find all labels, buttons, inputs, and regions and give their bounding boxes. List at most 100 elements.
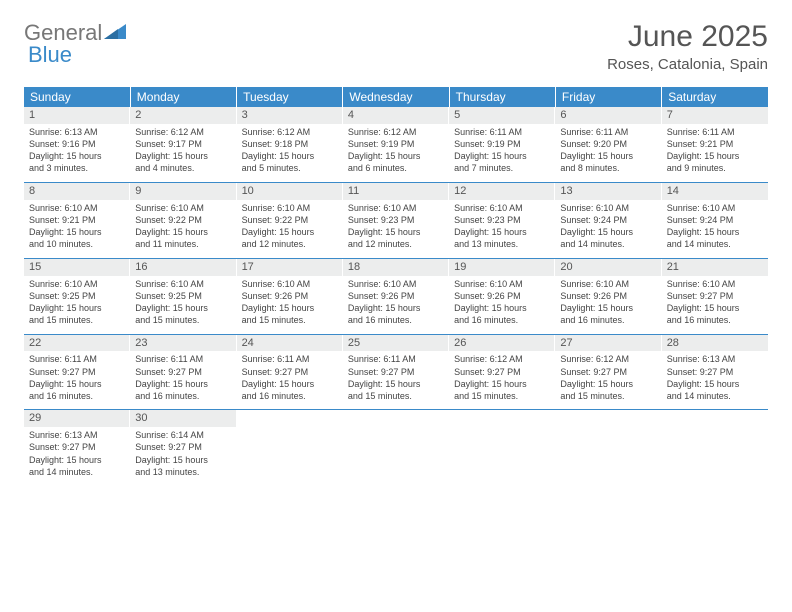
calendar-day-cell: 6Sunrise: 6:11 AMSunset: 9:20 PMDaylight…	[555, 107, 661, 182]
daylight-text: Daylight: 15 hours	[29, 378, 125, 390]
sunrise-text: Sunrise: 6:10 AM	[29, 202, 125, 214]
daylight-text: and 12 minutes.	[348, 238, 444, 250]
daylight-text: and 15 minutes.	[454, 390, 550, 402]
calendar-day-cell: 4Sunrise: 6:12 AMSunset: 9:19 PMDaylight…	[343, 107, 449, 182]
calendar-day-cell: 1Sunrise: 6:13 AMSunset: 9:16 PMDaylight…	[24, 107, 130, 182]
calendar-day-cell	[237, 410, 343, 485]
calendar-head: SundayMondayTuesdayWednesdayThursdayFrid…	[24, 87, 768, 107]
calendar-day-cell: 17Sunrise: 6:10 AMSunset: 9:26 PMDayligh…	[237, 258, 343, 334]
daylight-text: and 15 minutes.	[560, 390, 656, 402]
day-number: 29	[24, 410, 130, 427]
day-number: 12	[449, 183, 555, 200]
daylight-text: and 15 minutes.	[242, 314, 338, 326]
weekday-header: Monday	[130, 87, 236, 107]
day-details: Sunrise: 6:11 AMSunset: 9:27 PMDaylight:…	[343, 351, 449, 409]
weekday-header: Tuesday	[237, 87, 343, 107]
sunrise-text: Sunrise: 6:10 AM	[560, 278, 656, 290]
day-number: 14	[662, 183, 768, 200]
sunset-text: Sunset: 9:27 PM	[667, 366, 763, 378]
daylight-text: and 13 minutes.	[135, 466, 231, 478]
calendar-week-row: 29Sunrise: 6:13 AMSunset: 9:27 PMDayligh…	[24, 410, 768, 485]
sunset-text: Sunset: 9:25 PM	[135, 290, 231, 302]
day-details: Sunrise: 6:13 AMSunset: 9:27 PMDaylight:…	[24, 427, 130, 485]
day-details: Sunrise: 6:10 AMSunset: 9:27 PMDaylight:…	[662, 276, 768, 334]
calendar-day-cell: 24Sunrise: 6:11 AMSunset: 9:27 PMDayligh…	[237, 334, 343, 410]
calendar-day-cell	[343, 410, 449, 485]
sunrise-text: Sunrise: 6:12 AM	[135, 126, 231, 138]
day-number: 24	[237, 335, 343, 352]
day-number: 25	[343, 335, 449, 352]
daylight-text: and 11 minutes.	[135, 238, 231, 250]
sunrise-text: Sunrise: 6:10 AM	[135, 278, 231, 290]
sunrise-text: Sunrise: 6:10 AM	[242, 278, 338, 290]
day-number: 1	[24, 107, 130, 124]
day-details: Sunrise: 6:12 AMSunset: 9:27 PMDaylight:…	[555, 351, 661, 409]
day-details: Sunrise: 6:10 AMSunset: 9:22 PMDaylight:…	[237, 200, 343, 258]
sunset-text: Sunset: 9:27 PM	[348, 366, 444, 378]
daylight-text: Daylight: 15 hours	[29, 150, 125, 162]
daylight-text: Daylight: 15 hours	[242, 150, 338, 162]
calendar-day-cell: 26Sunrise: 6:12 AMSunset: 9:27 PMDayligh…	[449, 334, 555, 410]
daylight-text: Daylight: 15 hours	[667, 302, 763, 314]
calendar-day-cell: 29Sunrise: 6:13 AMSunset: 9:27 PMDayligh…	[24, 410, 130, 485]
day-details: Sunrise: 6:11 AMSunset: 9:21 PMDaylight:…	[662, 124, 768, 182]
sunrise-text: Sunrise: 6:10 AM	[454, 202, 550, 214]
day-number: 13	[555, 183, 661, 200]
sunrise-text: Sunrise: 6:10 AM	[667, 278, 763, 290]
sunrise-text: Sunrise: 6:10 AM	[135, 202, 231, 214]
daylight-text: and 14 minutes.	[667, 238, 763, 250]
daylight-text: Daylight: 15 hours	[560, 302, 656, 314]
daylight-text: and 14 minutes.	[667, 390, 763, 402]
day-number: 11	[343, 183, 449, 200]
sunset-text: Sunset: 9:27 PM	[135, 441, 231, 453]
sunset-text: Sunset: 9:19 PM	[348, 138, 444, 150]
sunrise-text: Sunrise: 6:12 AM	[242, 126, 338, 138]
sunset-text: Sunset: 9:23 PM	[454, 214, 550, 226]
day-details: Sunrise: 6:10 AMSunset: 9:26 PMDaylight:…	[343, 276, 449, 334]
day-number: 3	[237, 107, 343, 124]
calendar-day-cell: 9Sunrise: 6:10 AMSunset: 9:22 PMDaylight…	[130, 182, 236, 258]
daylight-text: and 10 minutes.	[29, 238, 125, 250]
calendar-day-cell: 27Sunrise: 6:12 AMSunset: 9:27 PMDayligh…	[555, 334, 661, 410]
sunrise-text: Sunrise: 6:11 AM	[242, 353, 338, 365]
day-details: Sunrise: 6:11 AMSunset: 9:27 PMDaylight:…	[130, 351, 236, 409]
day-number: 22	[24, 335, 130, 352]
day-number: 19	[449, 259, 555, 276]
weekday-header: Saturday	[662, 87, 768, 107]
day-number: 30	[130, 410, 236, 427]
sunrise-text: Sunrise: 6:10 AM	[454, 278, 550, 290]
day-number: 10	[237, 183, 343, 200]
sunset-text: Sunset: 9:24 PM	[667, 214, 763, 226]
calendar-day-cell: 13Sunrise: 6:10 AMSunset: 9:24 PMDayligh…	[555, 182, 661, 258]
daylight-text: Daylight: 15 hours	[242, 302, 338, 314]
day-number: 9	[130, 183, 236, 200]
day-details: Sunrise: 6:13 AMSunset: 9:16 PMDaylight:…	[24, 124, 130, 182]
daylight-text: and 4 minutes.	[135, 162, 231, 174]
day-details: Sunrise: 6:10 AMSunset: 9:25 PMDaylight:…	[24, 276, 130, 334]
day-details: Sunrise: 6:11 AMSunset: 9:27 PMDaylight:…	[237, 351, 343, 409]
daylight-text: Daylight: 15 hours	[29, 454, 125, 466]
day-details: Sunrise: 6:10 AMSunset: 9:26 PMDaylight:…	[449, 276, 555, 334]
weekday-header: Wednesday	[343, 87, 449, 107]
day-number: 18	[343, 259, 449, 276]
sunset-text: Sunset: 9:20 PM	[560, 138, 656, 150]
sunset-text: Sunset: 9:21 PM	[667, 138, 763, 150]
calendar-day-cell	[662, 410, 768, 485]
day-number: 17	[237, 259, 343, 276]
sunset-text: Sunset: 9:22 PM	[135, 214, 231, 226]
day-number: 16	[130, 259, 236, 276]
daylight-text: and 15 minutes.	[348, 390, 444, 402]
day-details: Sunrise: 6:12 AMSunset: 9:17 PMDaylight:…	[130, 124, 236, 182]
calendar-day-cell: 11Sunrise: 6:10 AMSunset: 9:23 PMDayligh…	[343, 182, 449, 258]
sunrise-text: Sunrise: 6:10 AM	[29, 278, 125, 290]
daylight-text: and 8 minutes.	[560, 162, 656, 174]
calendar-day-cell: 28Sunrise: 6:13 AMSunset: 9:27 PMDayligh…	[662, 334, 768, 410]
location-text: Roses, Catalonia, Spain	[607, 56, 768, 73]
sunrise-text: Sunrise: 6:12 AM	[348, 126, 444, 138]
daylight-text: Daylight: 15 hours	[29, 226, 125, 238]
sunset-text: Sunset: 9:24 PM	[560, 214, 656, 226]
day-number: 15	[24, 259, 130, 276]
day-details: Sunrise: 6:10 AMSunset: 9:23 PMDaylight:…	[449, 200, 555, 258]
day-details: Sunrise: 6:12 AMSunset: 9:27 PMDaylight:…	[449, 351, 555, 409]
day-details: Sunrise: 6:10 AMSunset: 9:25 PMDaylight:…	[130, 276, 236, 334]
